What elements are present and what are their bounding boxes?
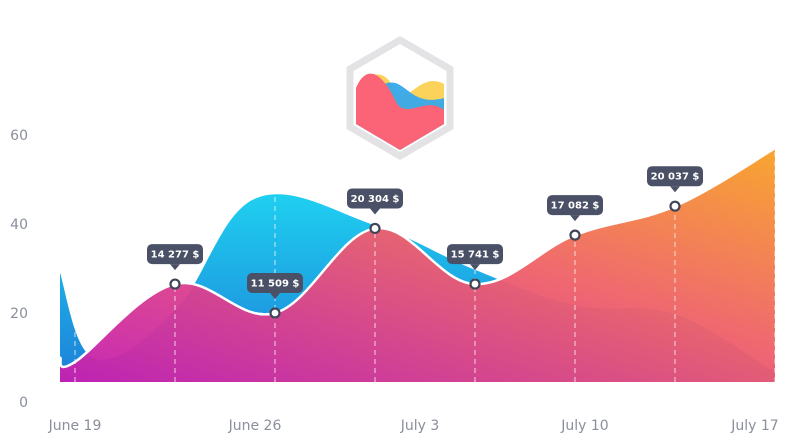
point-marker[interactable] [169, 278, 181, 290]
y-tick-label: 20 [10, 306, 28, 322]
tooltip-box [347, 188, 403, 209]
tooltip-pointer [170, 264, 180, 271]
tooltip-box [147, 244, 203, 265]
data-point[interactable]: 11 509 $ [247, 273, 303, 319]
tooltip-label: 17 082 $ [551, 201, 600, 212]
x-tick-label: June 19 [48, 418, 102, 434]
data-point[interactable]: 20 304 $ [347, 188, 403, 235]
point-marker[interactable] [269, 307, 281, 319]
data-point[interactable]: 17 082 $ [547, 195, 603, 241]
y-tick-label: 40 [10, 217, 28, 233]
tooltip-pointer [470, 264, 480, 271]
tooltip-pointer [570, 215, 580, 222]
x-tick-label: July 10 [560, 418, 608, 434]
point-marker[interactable] [569, 229, 581, 241]
tooltip-label: 11 509 $ [251, 279, 300, 290]
tooltip-label: 15 741 $ [451, 250, 500, 261]
tooltip-label: 20 037 $ [651, 172, 700, 183]
tooltip-pointer [670, 186, 680, 193]
data-point[interactable]: 14 277 $ [147, 244, 203, 290]
y-tick-label: 60 [10, 128, 28, 144]
series-area-2 [60, 148, 775, 382]
tooltip-label: 20 304 $ [351, 194, 400, 205]
tooltip-box [447, 244, 503, 265]
y-tick-label: 0 [19, 395, 28, 411]
data-point[interactable]: 15 741 $ [447, 244, 503, 290]
tooltip-box [547, 195, 603, 216]
point-marker[interactable] [669, 200, 681, 212]
x-tick-label: June 26 [228, 418, 282, 434]
tooltip-pointer [370, 208, 380, 215]
point-markers: 14 277 $ 11 509 $ 20 304 $ 15 741 $ 17 082 $… [147, 166, 703, 319]
tooltip-box [647, 166, 703, 187]
series-areas [58, 147, 776, 382]
chartjs-logo [346, 35, 454, 161]
y-axis: 0 20 40 60 [10, 128, 28, 411]
point-marker[interactable] [369, 222, 381, 235]
tooltip-box [247, 273, 303, 293]
tooltip-label: 14 277 $ [151, 250, 200, 261]
x-tick-label: July 17 [730, 418, 778, 434]
point-marker[interactable] [469, 278, 481, 290]
x-axis: June 19 June 26 July 3 July 10 July 17 [48, 418, 779, 434]
data-point[interactable]: 20 037 $ [647, 166, 703, 212]
tooltip-pointer [270, 293, 280, 299]
x-tick-label: July 3 [400, 418, 440, 434]
